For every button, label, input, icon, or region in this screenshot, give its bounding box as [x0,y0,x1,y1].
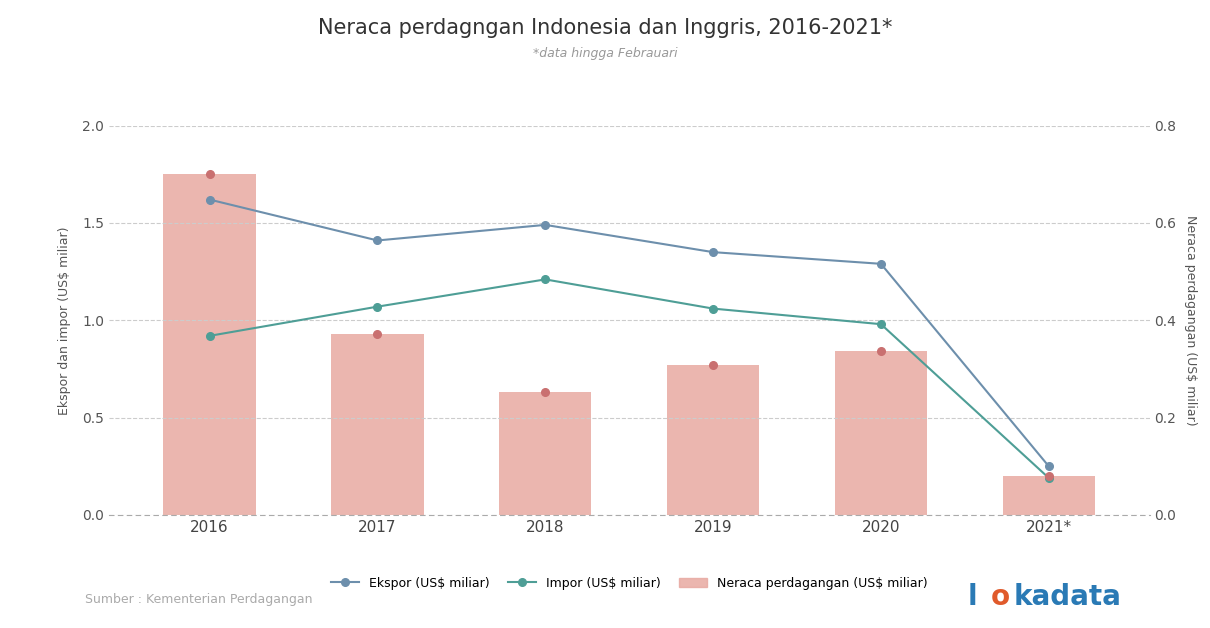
Line: Impor (US$ miliar): Impor (US$ miliar) [206,276,1053,482]
Bar [163,174,255,515]
Impor (US$ miliar) [538,276,553,283]
Y-axis label: Neraca perdagangan (US$ miliar): Neraca perdagangan (US$ miliar) [1185,215,1197,426]
Y-axis label: Ekspor dan impor (US$ miliar): Ekspor dan impor (US$ miliar) [58,226,71,414]
Ekspor (US$ miliar) [370,237,385,244]
Bar [1003,476,1095,515]
Ekspor (US$ miliar) [202,196,217,203]
Impor (US$ miliar) [705,305,720,312]
Text: Sumber : Kementerian Perdagangan: Sumber : Kementerian Perdagangan [85,593,312,606]
Bar [499,392,592,515]
Text: l: l [968,583,978,610]
Legend: Ekspor (US$ miliar), Impor (US$ miliar), Neraca perdagangan (US$ miliar): Ekspor (US$ miliar), Impor (US$ miliar),… [327,572,932,595]
Text: kadata: kadata [1014,583,1122,610]
Text: o: o [990,583,1009,610]
Bar [835,352,927,515]
Ekspor (US$ miliar) [538,221,553,229]
Ekspor (US$ miliar) [1042,462,1056,470]
Ekspor (US$ miliar) [874,260,888,268]
Impor (US$ miliar) [1042,474,1056,482]
Impor (US$ miliar) [370,303,385,310]
Line: Ekspor (US$ miliar): Ekspor (US$ miliar) [206,196,1053,470]
Impor (US$ miliar) [202,332,217,340]
Bar [332,334,424,515]
Impor (US$ miliar) [874,320,888,328]
Ekspor (US$ miliar) [705,248,720,256]
Bar [667,365,760,515]
Text: *data hingga Febrauari: *data hingga Febrauari [532,47,678,60]
Text: Neraca perdagngan Indonesia dan Inggris, 2016-2021*: Neraca perdagngan Indonesia dan Inggris,… [318,18,892,38]
